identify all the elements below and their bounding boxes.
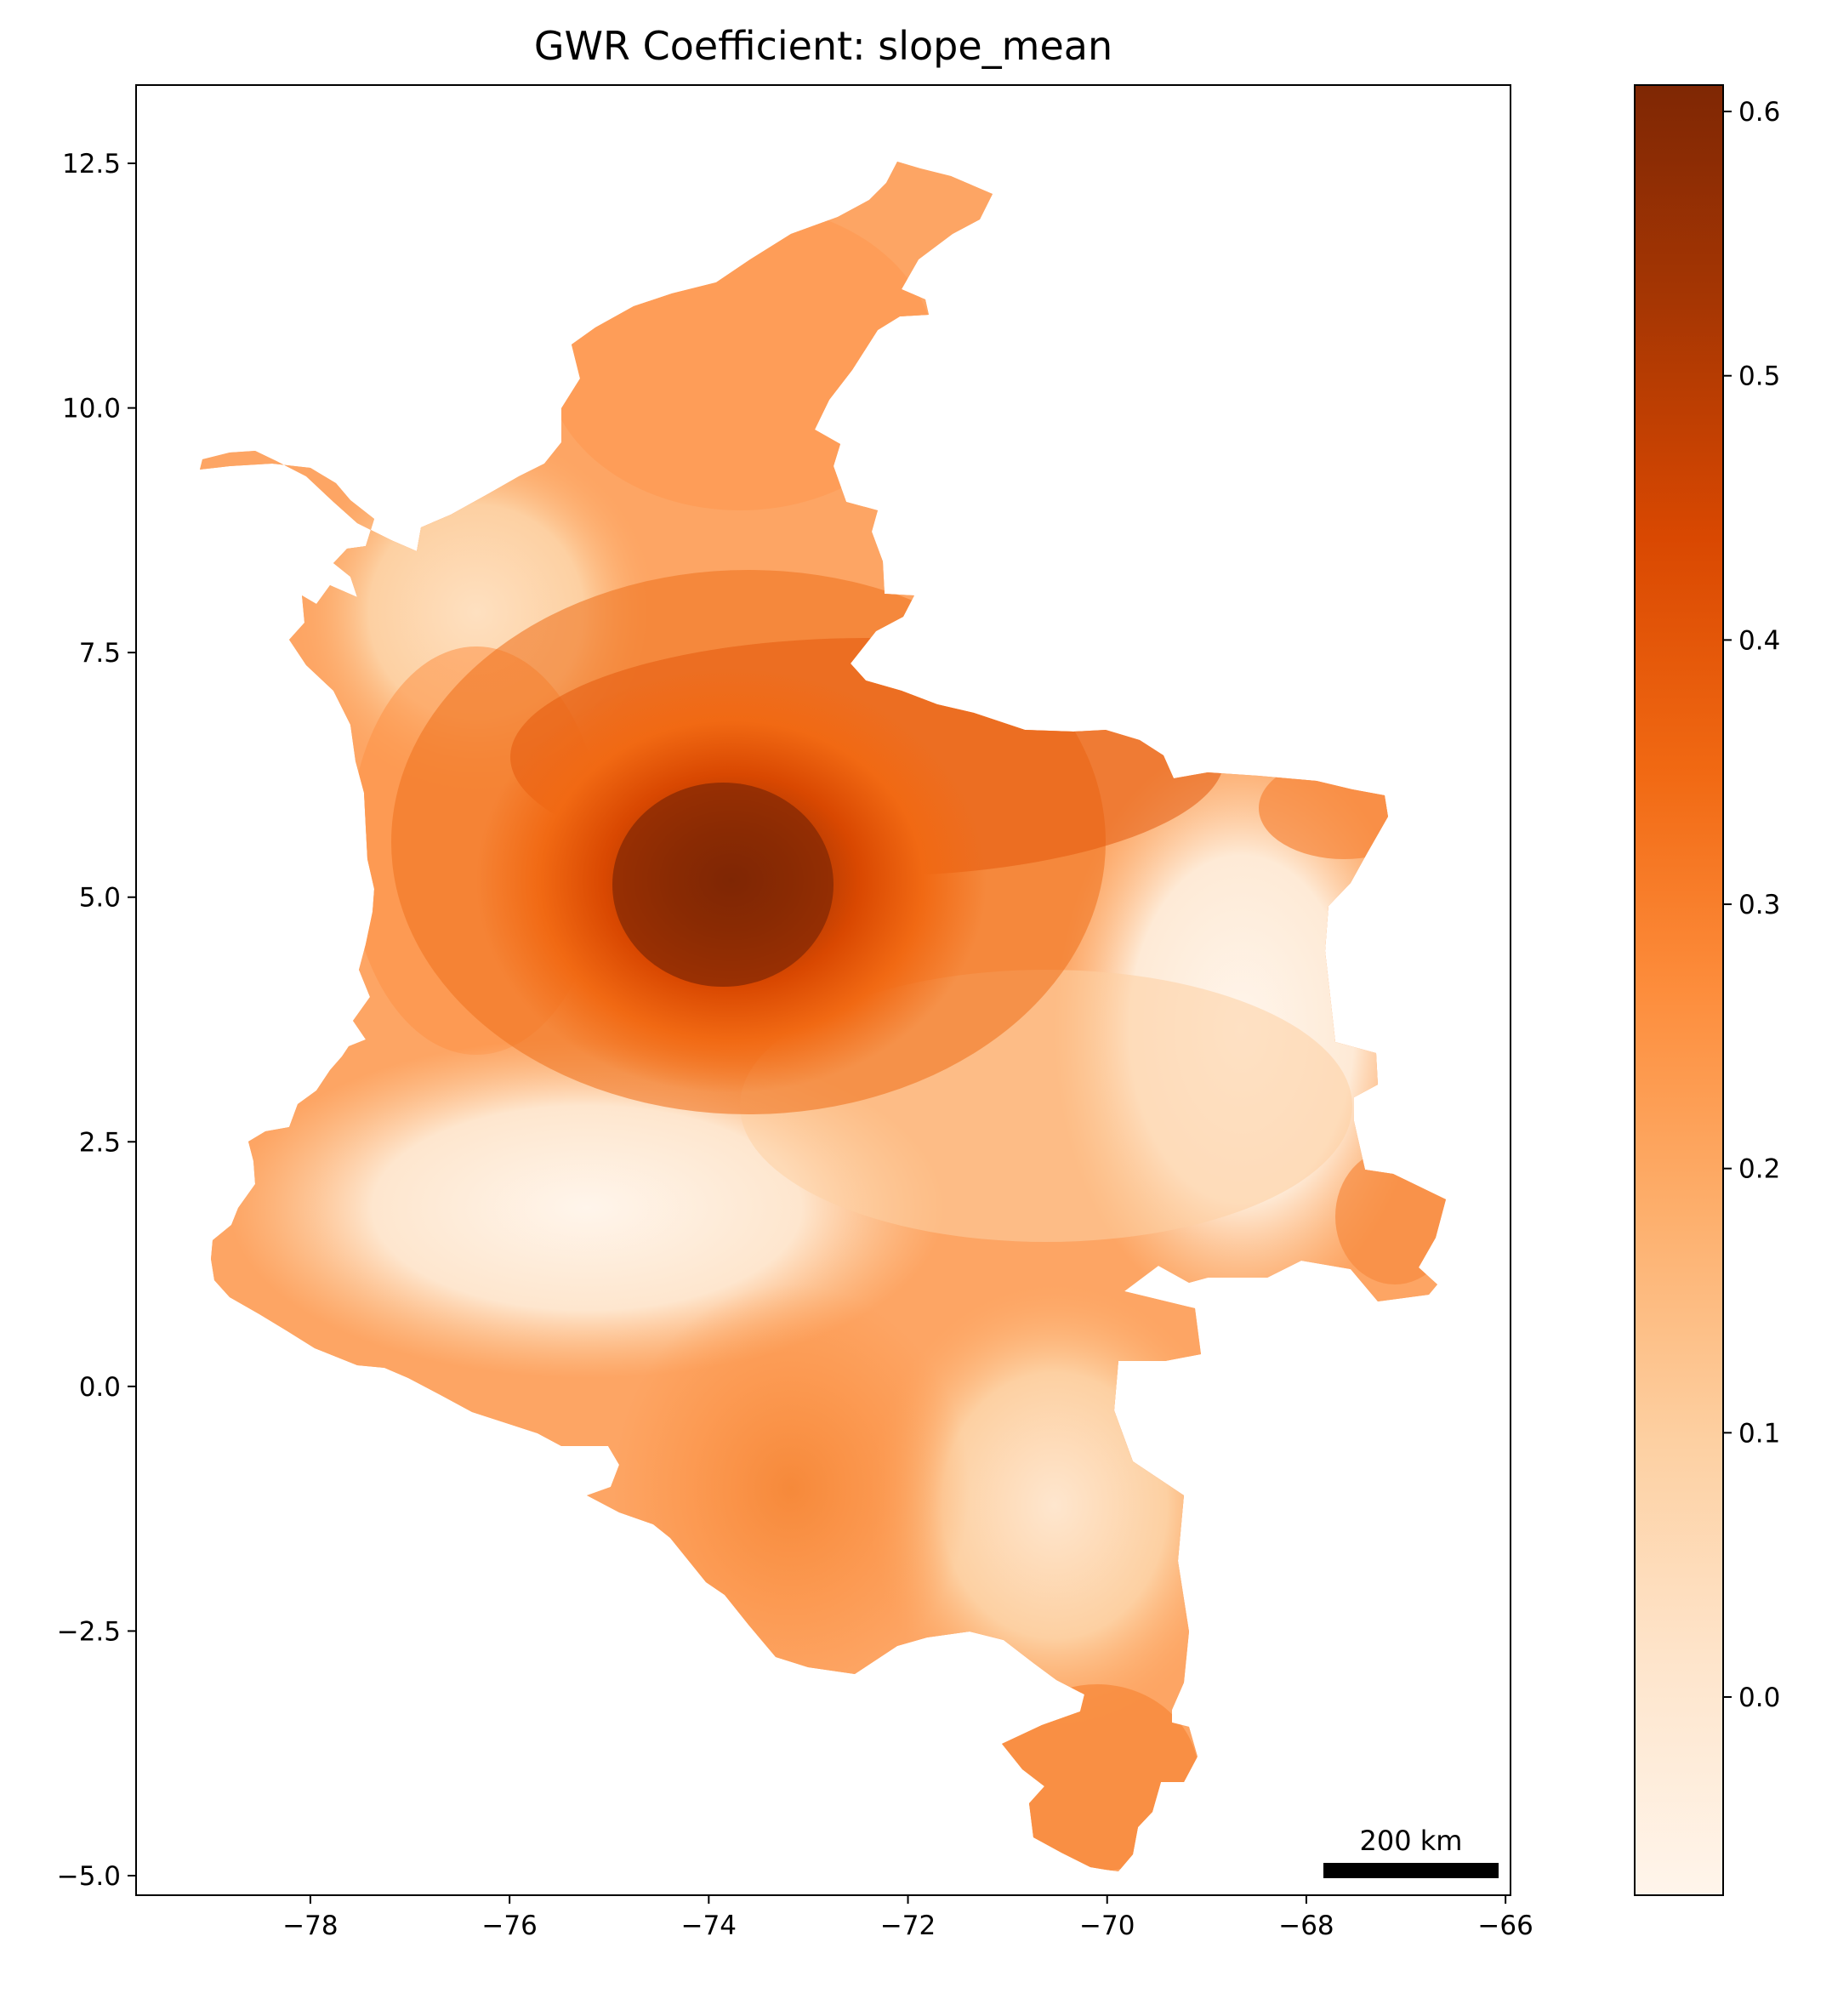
y-tick-label: 10.0 <box>62 394 121 424</box>
x-tick-label: −74 <box>681 1911 737 1941</box>
colorbar-tick-label: 0.3 <box>1738 890 1780 920</box>
colorbar: 0.0 0.1 0.2 0.3 0.4 0.5 0.6 <box>1634 84 1780 1896</box>
x-tick-label: −66 <box>1477 1911 1533 1941</box>
map-frame <box>135 84 1511 1896</box>
colorbar-axis: 0.0 0.1 0.2 0.3 0.4 0.5 0.6 <box>1723 97 1780 1713</box>
colorbar-tick-label: 0.0 <box>1738 1683 1780 1713</box>
scale-bar-label: 200 km <box>1360 1825 1463 1857</box>
x-tick-label: −72 <box>880 1911 936 1941</box>
colorbar-tick-label: 0.4 <box>1738 625 1780 656</box>
scale-bar: 200 km <box>1323 1825 1499 1878</box>
y-tick-label: −5.0 <box>57 1861 121 1892</box>
colorbar-tick-label: 0.1 <box>1738 1418 1780 1449</box>
colorbar-tick-label: 0.2 <box>1738 1154 1780 1185</box>
colorbar-tick-label: 0.6 <box>1738 97 1780 128</box>
y-tick-label: 7.5 <box>79 638 121 669</box>
colorbar-gradient <box>1635 85 1723 1895</box>
scale-bar-bar <box>1323 1863 1499 1878</box>
y-tick-label: 5.0 <box>79 883 121 914</box>
chart-title: GWR Coefficient: slope_mean <box>534 23 1112 69</box>
colorbar-frame <box>1634 84 1724 1896</box>
y-tick-label: 0.0 <box>79 1372 121 1403</box>
y-tick-label: 2.5 <box>79 1127 121 1158</box>
y-tick-label: −2.5 <box>57 1616 121 1647</box>
map-axes: 200 km −78 −76 −74 −72 −70 −68 −66 12.5 10.0 7.5… <box>57 84 1533 1941</box>
y-axis: 12.5 10.0 7.5 5.0 2.5 0.0 −2.5 −5.0 <box>57 149 136 1892</box>
x-axis: −78 −76 −74 −72 −70 −68 −66 <box>282 1895 1533 1941</box>
colorbar-tick-label: 0.5 <box>1738 362 1780 392</box>
x-tick-label: −70 <box>1079 1911 1135 1941</box>
y-tick-label: 12.5 <box>62 149 121 179</box>
x-tick-label: −76 <box>481 1911 537 1941</box>
x-tick-label: −78 <box>282 1911 338 1941</box>
x-tick-label: −68 <box>1278 1911 1334 1941</box>
